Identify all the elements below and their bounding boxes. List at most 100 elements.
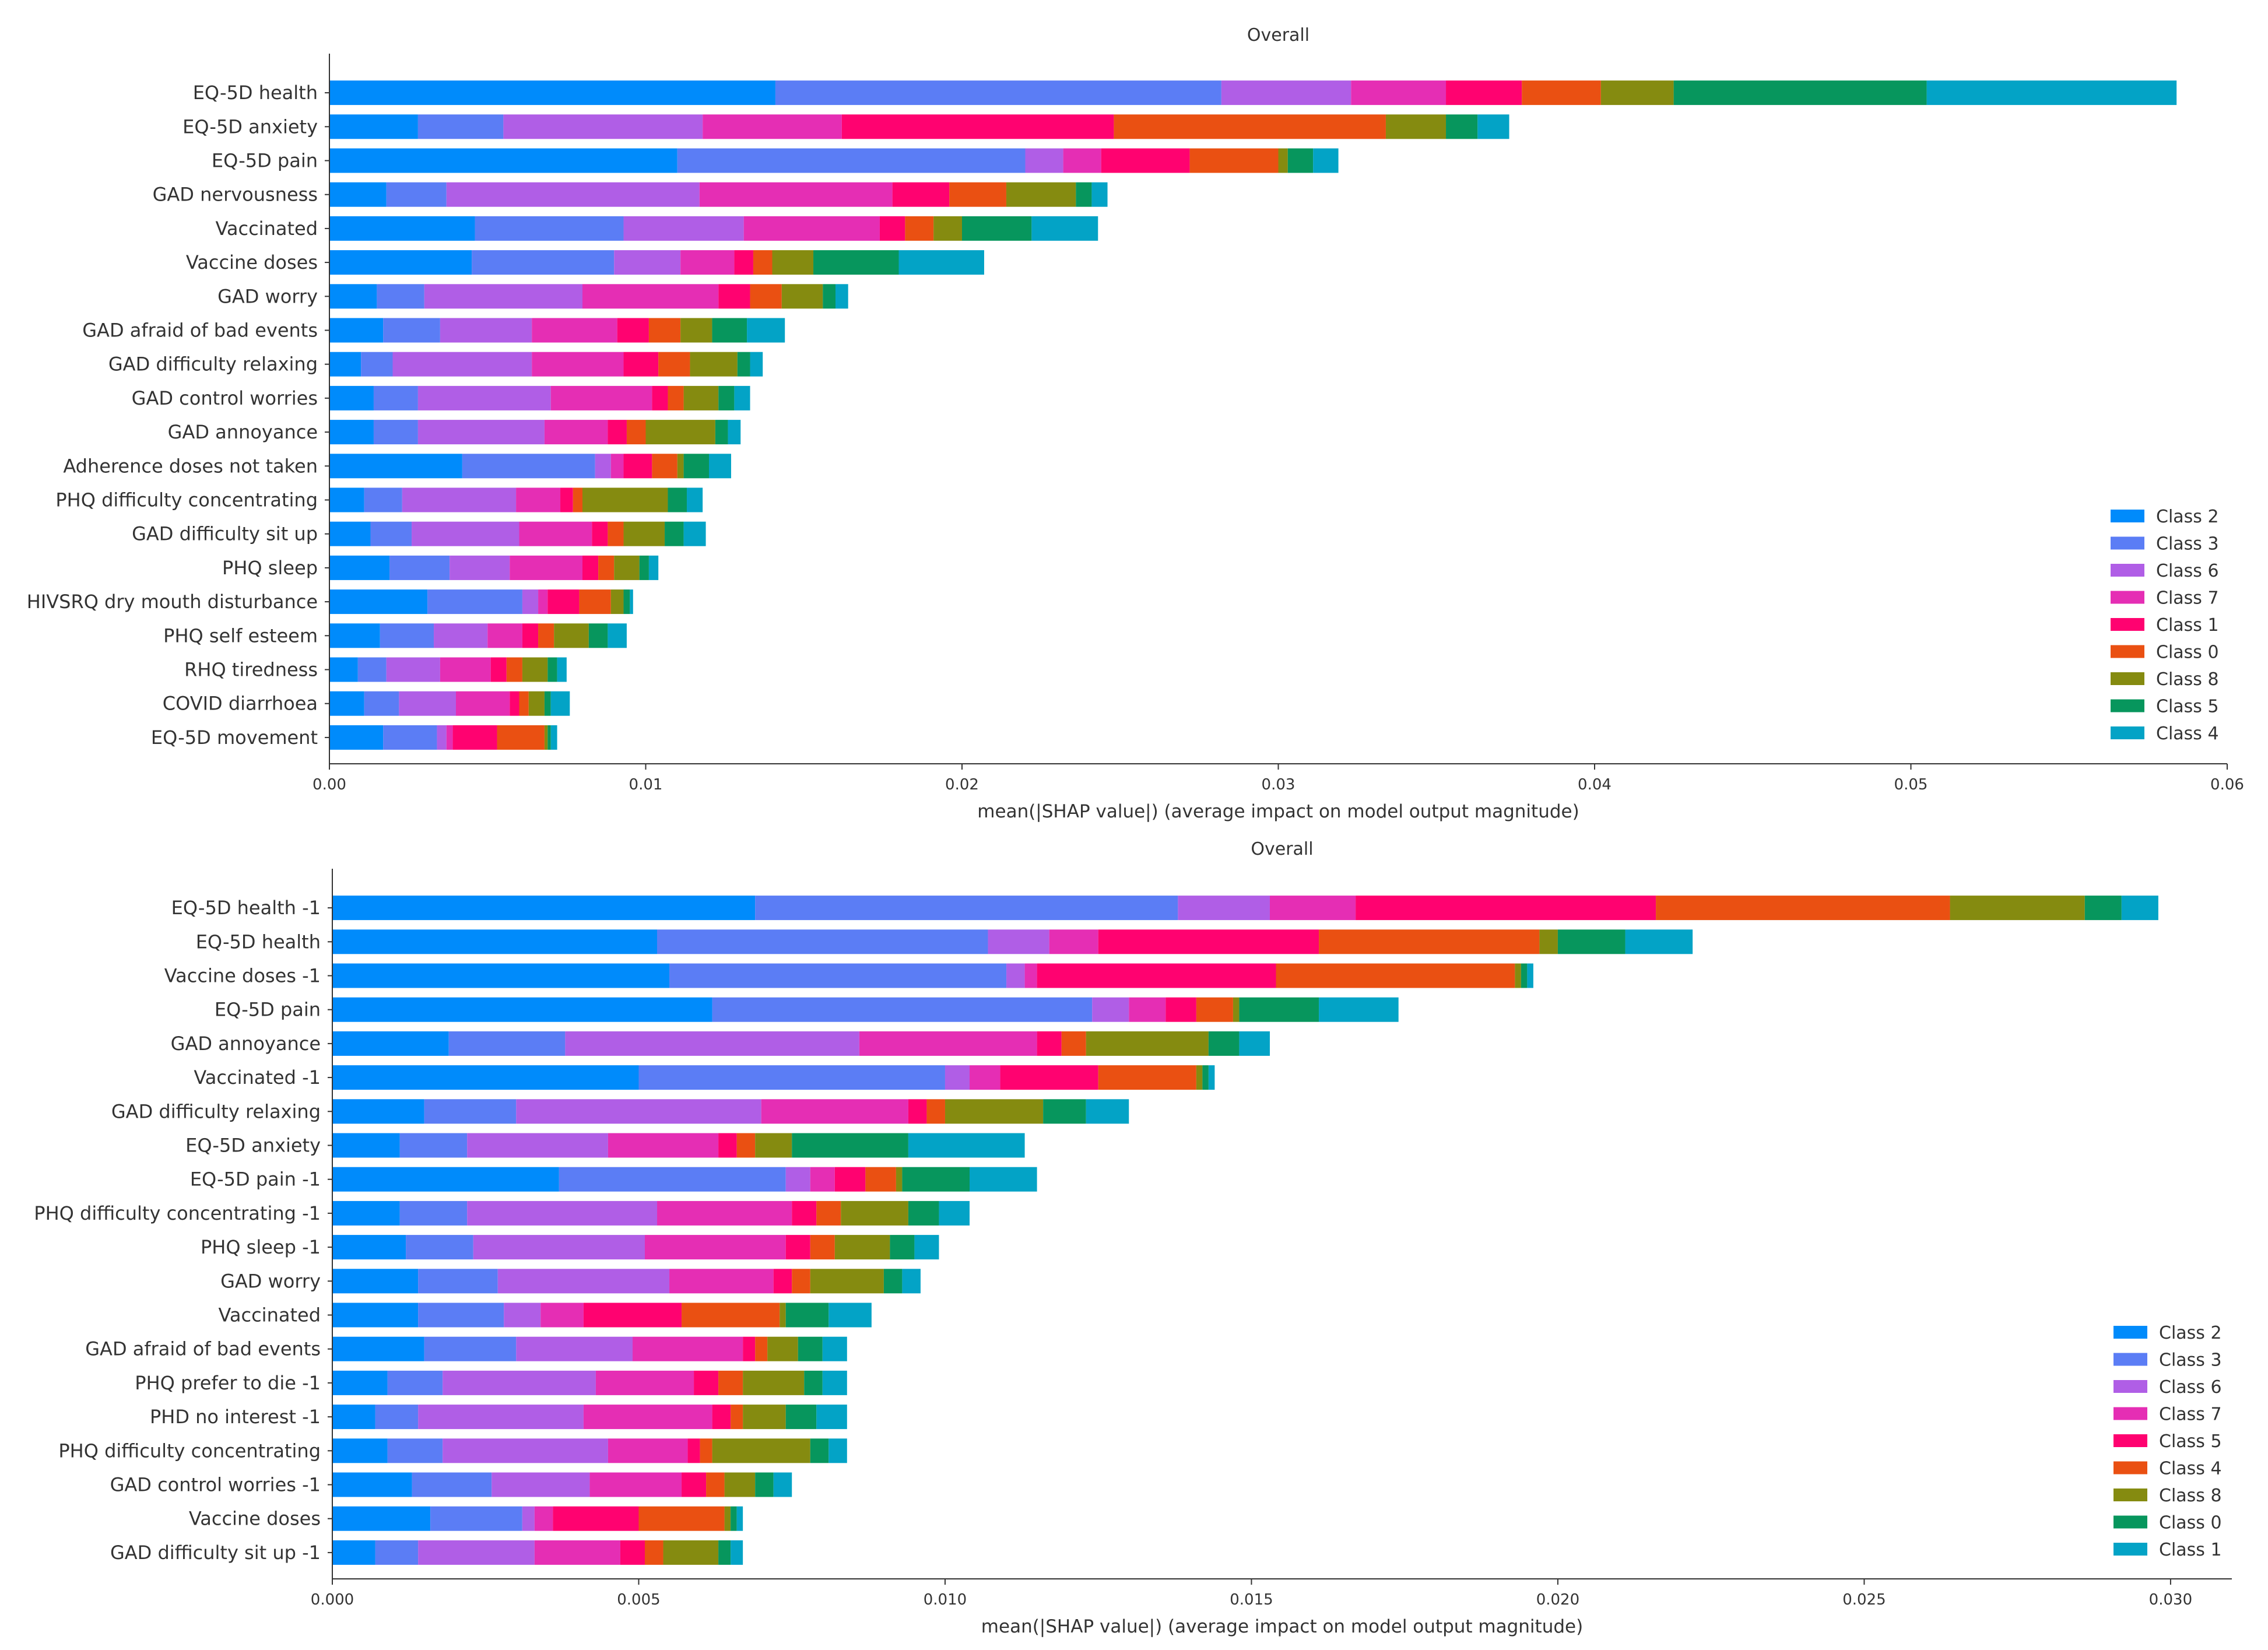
bar-segment [538,589,548,615]
bar-segment [755,1472,774,1497]
x-tick-label: 0.00 [313,776,346,794]
x-tick-label: 0.02 [945,776,979,794]
y-tick-label: EQ-5D anxiety [185,1135,321,1157]
bar-segment [614,555,640,580]
bar-row [329,148,1339,173]
x-tick-label: 0.015 [1230,1591,1273,1609]
bar-segment [623,521,665,546]
bar-segment [1196,1065,1203,1090]
legend-label: Class 7 [2159,1405,2222,1425]
bar-segment [750,284,782,309]
bar-segment [386,182,447,207]
bar-segment [329,725,384,750]
bar-segment [361,352,393,377]
bar-segment [418,1269,498,1294]
bar-segment [902,1167,970,1192]
bar-segment [970,1167,1037,1192]
bar-segment [534,1506,553,1531]
bar-segment [329,318,384,343]
y-tick-label: PHQ self esteem [163,624,318,647]
bar-segment [550,725,557,750]
bar-segment [623,454,652,479]
legend-swatch [2111,645,2144,658]
bar-segment [892,182,950,207]
bar-segment [743,216,880,241]
bar-segment [1202,1065,1209,1090]
bar-segment [417,114,504,139]
bar-segment [617,318,649,343]
legend-swatch [2113,1434,2147,1447]
bar-segment [1313,148,1339,173]
bar-segment [822,1336,847,1361]
bar-segment [1950,896,2085,921]
bar-segment [608,420,627,445]
legend-swatch [2113,1353,2147,1366]
bar-segment [497,1269,670,1294]
bar-segment [399,691,456,716]
bar-segment [462,454,595,479]
bar-segment [610,454,624,479]
bar-row [332,1438,847,1463]
legend-label: Class 3 [2159,1350,2222,1371]
bar-segment [834,1235,890,1260]
bar-segment [1319,929,1540,954]
bar-segment [373,420,418,445]
bar-segment [329,521,371,546]
bar-segment [1061,1031,1086,1056]
bar-segment [387,1438,443,1463]
bar-segment [1208,1065,1215,1090]
bar-segment [623,216,744,241]
bar-segment [823,284,835,309]
bar-segment [1521,963,1528,988]
y-tick-label: PHD no interest -1 [150,1406,321,1428]
legend-label: Class 1 [2159,1540,2222,1560]
bar-segment [329,182,387,207]
bar-segment [755,896,1178,921]
bar-segment [828,1303,872,1328]
bar-segment [755,1336,768,1361]
bar-segment [626,420,646,445]
bar-segment [1049,929,1098,954]
bar-segment [329,216,475,241]
bar-segment [440,657,491,682]
bar-segment [540,1303,584,1328]
bar-segment [1926,80,2177,106]
bar-segment [402,487,517,512]
bar-segment [332,1235,406,1260]
bar-segment [785,1167,810,1192]
legend-swatch [2113,1326,2147,1339]
bar-segment [743,1405,786,1430]
bar-segment [1221,80,1351,106]
bar-segment [332,1167,559,1192]
bar-segment [332,1099,424,1124]
bar-segment [859,1031,1037,1056]
bar-segment [332,997,712,1022]
bar-segment [610,589,624,615]
legend-swatch [2113,1461,2147,1475]
y-tick-label: EQ-5D anxiety [182,115,318,138]
bar-segment [528,691,545,716]
bar-segment [639,555,649,580]
bar-segment [357,657,387,682]
bar-segment [598,555,615,580]
bar-segment [1446,114,1478,139]
bar-row [329,420,741,445]
bar-segment [424,1099,517,1124]
bar-segment [687,487,703,512]
bar-segment [638,1065,945,1090]
y-tick-label: EQ-5D health [196,931,321,953]
bar-segment [1076,182,1092,207]
bar-segment [383,318,440,343]
bar-segment [731,1506,737,1531]
bar-segment [755,1133,792,1158]
bar-segment [329,80,775,106]
bar-segment [785,1303,829,1328]
bar-segment [538,623,554,648]
bar-segment [588,623,608,648]
bar-segment [547,589,580,615]
bar-segment [383,725,437,750]
bar-segment [767,1336,798,1361]
y-tick-label: Vaccine doses [189,1508,321,1530]
bar-segment [792,1269,810,1294]
